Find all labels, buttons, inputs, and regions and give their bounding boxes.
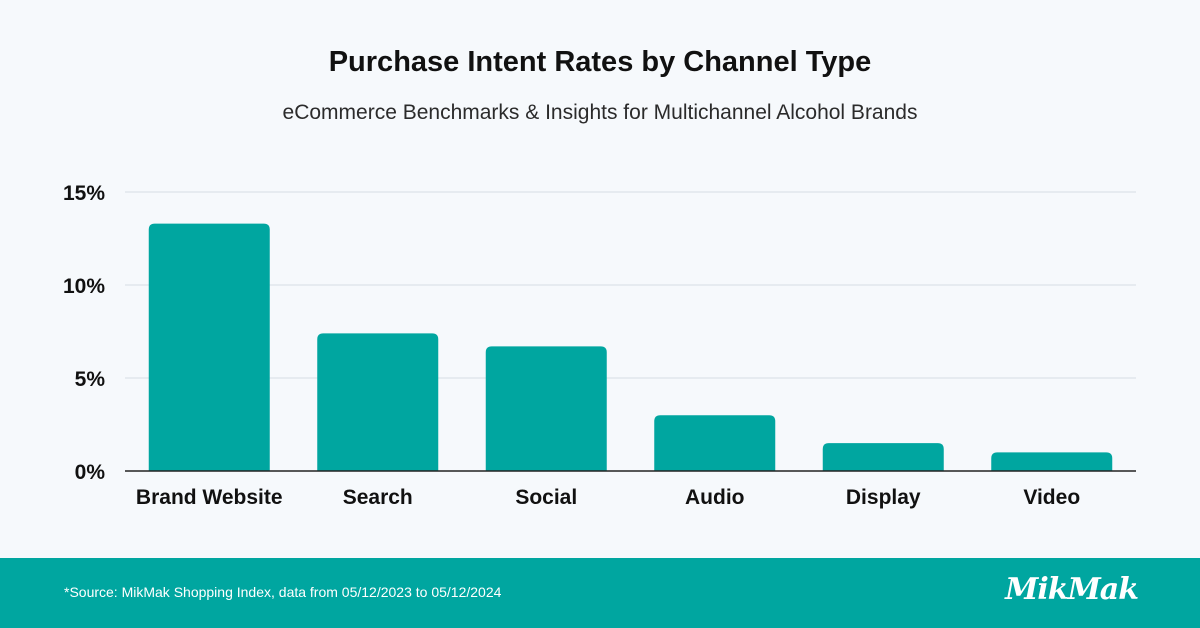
bar — [485, 346, 607, 471]
bar — [654, 415, 776, 471]
bar — [148, 223, 270, 471]
x-tick-label: Display — [846, 486, 921, 509]
chart-title: Purchase Intent Rates by Channel Type — [328, 46, 872, 78]
y-tick-label: 5% — [75, 368, 106, 391]
mikmak-logo: MikMak — [1005, 572, 1139, 607]
y-tick-label: 15% — [63, 182, 105, 205]
bar — [991, 452, 1113, 471]
source-note: *Source: MikMak Shopping Index, data fro… — [64, 584, 502, 600]
chart-subtitle: eCommerce Benchmarks & Insights for Mult… — [282, 101, 918, 124]
x-tick-label: Search — [343, 486, 413, 509]
bar-chart: 0% 5% 10% 15% Brand Website Search Social Audio… — [63, 182, 1136, 509]
x-tick-label: Audio — [685, 486, 744, 509]
y-tick-label: 10% — [63, 275, 105, 298]
bar — [822, 443, 944, 471]
x-tick-label: Brand Website — [136, 486, 283, 509]
x-tick-label: Video — [1023, 486, 1080, 509]
y-tick-label: 0% — [75, 461, 106, 484]
bar — [317, 333, 439, 471]
x-tick-label: Social — [515, 486, 577, 509]
footer-bar: *Source: MikMak Shopping Index, data fro… — [0, 558, 1200, 628]
